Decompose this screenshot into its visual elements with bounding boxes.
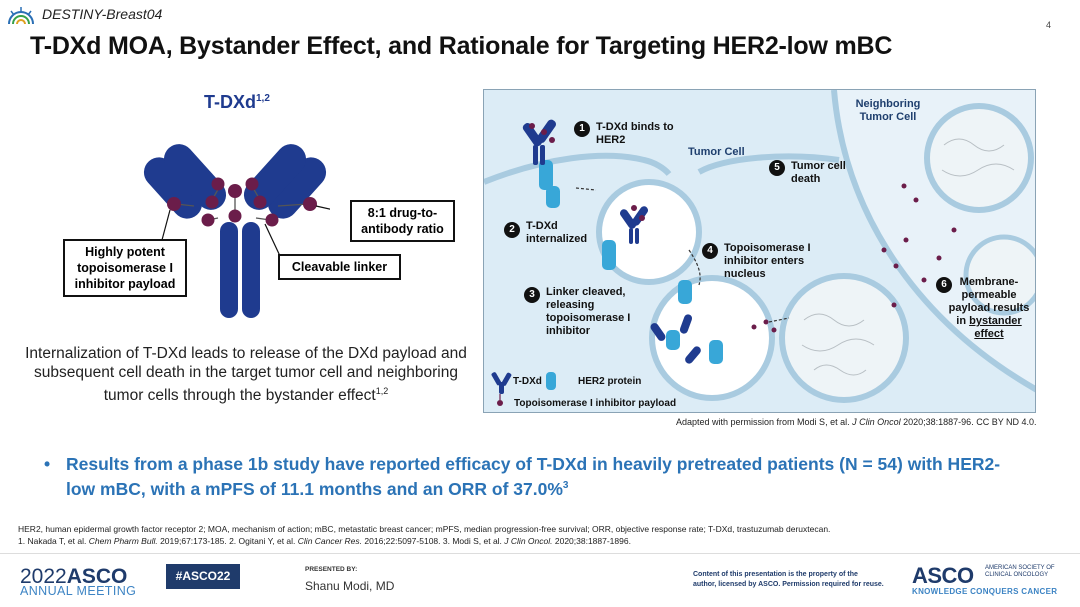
tdxd-label: T-DXd1,2 [204,92,270,112]
mechanism-caption: Internalization of T-DXd leads to releas… [25,345,467,405]
step-4-marker: 4 [702,243,718,259]
presented-by-label: PRESENTED BY: [305,566,358,573]
study-tag: DESTINY-Breast04 [42,6,163,22]
key-finding-bullet: • Results from a phase 1b study have rep… [44,454,1001,499]
hashtag-badge: #ASCO22 [166,564,240,589]
step-5-marker: 5 [769,160,785,176]
references-footnote: 1. Nakada T, et al. Chem Pharm Bull. 201… [18,536,631,546]
bullet-dot: • [44,454,51,474]
tumor-cell-label: Tumor Cell [688,146,745,158]
callout-payload: Highly potent topoisomerase I inhibitor … [63,239,187,297]
asco-tagline: KNOWLEDGE CONQUERS CANCER [912,587,1058,596]
step-5-text: Tumor cell death [791,160,846,185]
legend-tdxd: T-DXd [513,376,542,387]
step-2-marker: 2 [504,222,520,238]
footer [0,553,1080,607]
legend-payload: Topoisomerase I inhibitor payload [514,398,677,409]
step-4-text: Topoisomerase I inhibitor enters nucleus [724,242,811,280]
figure-credit: Adapted with permission from Modi S, et … [676,417,1037,427]
slide-title: T-DXd MOA, Bystander Effect, and Rationa… [30,32,893,60]
step-3-marker: 3 [524,287,540,303]
meeting-logo: 2022ASCO [20,565,128,588]
abbreviations-footnote: HER2, human epidermal growth factor rece… [18,524,831,534]
step-6-text: Membrane-permeable payload results in by… [948,276,1030,340]
bystander-effect-figure [483,89,1036,413]
antibody-drug-conjugate-diagram [143,144,330,318]
page-number: 4 [1046,20,1052,30]
callout-drug-antibody-ratio: 8:1 drug-to-antibody ratio [350,200,455,242]
step-6-marker: 6 [936,277,952,293]
destiny-logo-icon [8,7,34,25]
asco-logo: ASCO [912,563,974,588]
society-name: AMERICAN SOCIETY OF CLINICAL ONCOLOGY [985,565,1055,578]
neighboring-cell-label: Neighboring Tumor Cell [855,98,921,123]
legend-her2: HER2 protein [578,376,642,387]
cell-diagram [484,90,1035,412]
step-3-text: Linker cleaved, releasing topoisomerase … [546,286,631,337]
step-2-text: T-DXd internalized [526,220,588,245]
meeting-name: ANNUAL MEETING [20,584,137,598]
step-1-text: T-DXd binds to HER2 [596,121,674,146]
presenter-name: Shanu Modi, MD [305,579,395,593]
step-1-marker: 1 [574,121,590,137]
callout-linker: Cleavable linker [278,254,401,280]
copyright-note: Content of this presentation is the prop… [693,571,884,588]
